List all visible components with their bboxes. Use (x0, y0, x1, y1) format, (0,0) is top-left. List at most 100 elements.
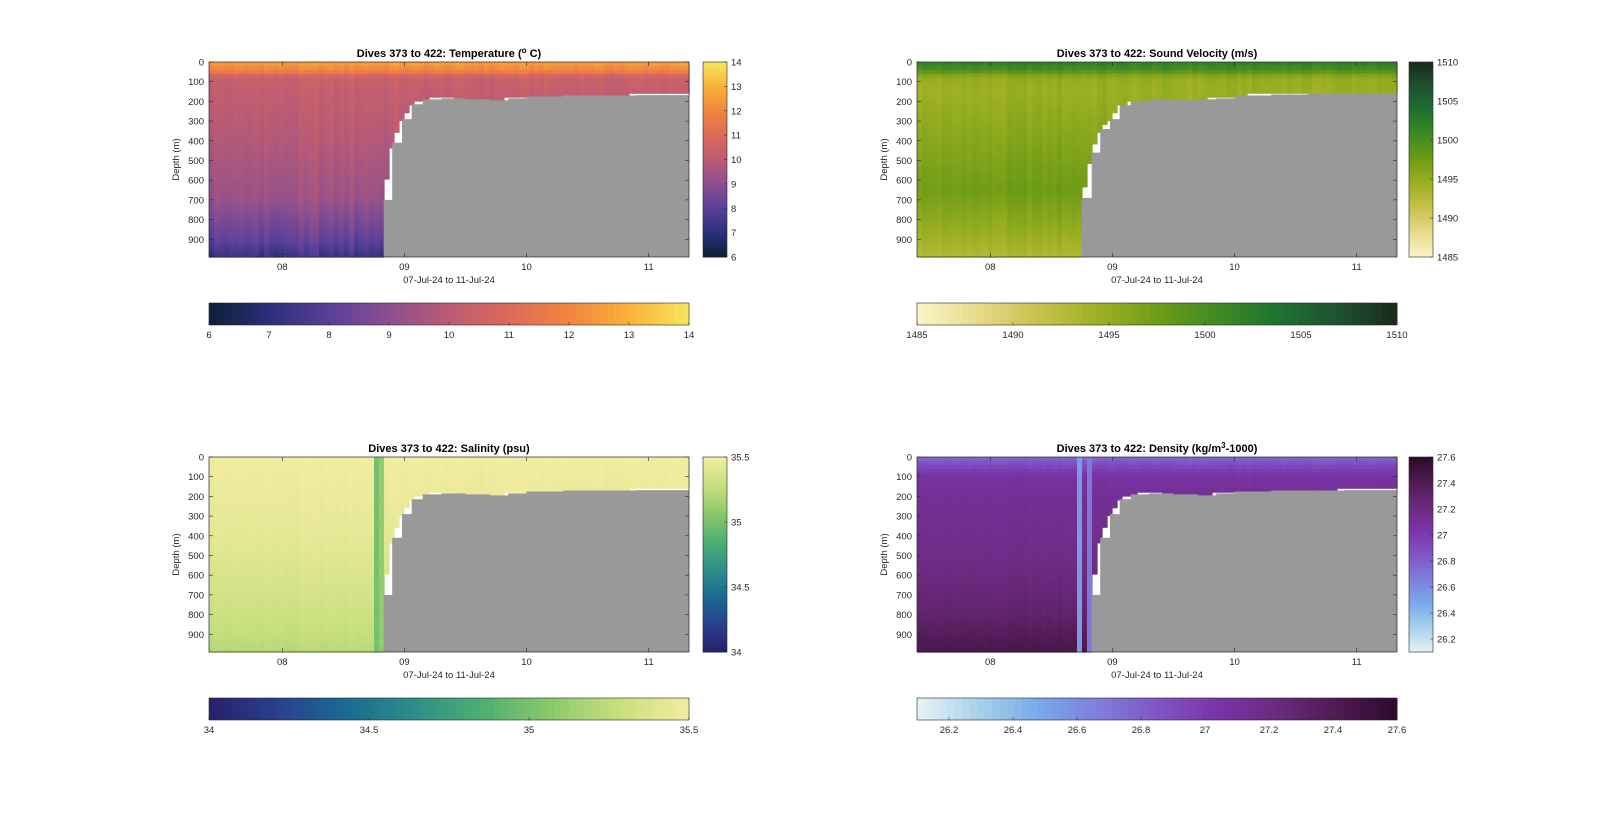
heatmap-cell (927, 198, 933, 203)
colorbar-tick-label: 8 (731, 204, 736, 215)
heatmap-cell (299, 163, 305, 168)
heatmap-cell (1147, 97, 1153, 102)
heatmap-cell (937, 229, 943, 235)
heatmap-cell (1027, 245, 1033, 250)
heatmap-cell (1162, 73, 1168, 79)
heatmap-cell (1227, 89, 1233, 94)
heatmap-cell (1277, 81, 1283, 86)
heatmap-cell (234, 245, 240, 250)
heatmap-cell (1067, 104, 1073, 110)
heatmap-cell (952, 221, 958, 227)
heatmap-cell (1012, 65, 1018, 71)
heatmap-cell (967, 225, 973, 231)
heatmap-cell (992, 112, 998, 118)
heatmap-cell (927, 171, 933, 176)
heatmap-cell (1087, 101, 1093, 106)
heatmap-cell (249, 237, 255, 242)
heatmap-cell (309, 202, 315, 207)
heatmap-cell (947, 190, 953, 196)
heatmap-cell (309, 97, 315, 102)
heatmap-cell (1012, 120, 1018, 125)
heatmap-cell (539, 77, 545, 83)
colorbar-segment (703, 229, 727, 234)
heatmap-cell (1002, 101, 1008, 106)
heatmap-cell (1007, 85, 1013, 90)
heatmap-cell (569, 93, 575, 98)
heatmap-cell (1012, 93, 1018, 98)
heatmap-cell (1352, 81, 1358, 86)
heatmap-cell (1292, 69, 1298, 75)
heatmap-cell (529, 69, 535, 75)
heatmap-cell (1067, 241, 1073, 246)
heatmap-cell (927, 186, 933, 192)
heatmap-cell (1057, 159, 1063, 164)
heatmap-cell (927, 93, 933, 98)
heatmap-cell (922, 198, 928, 203)
heatmap-cell (1062, 120, 1068, 125)
heatmap-cell (319, 218, 325, 223)
heatmap-cell (404, 81, 410, 86)
heatmap-cell (1017, 186, 1023, 192)
heatmap-cell (294, 245, 300, 250)
heatmap-cell (1042, 81, 1048, 86)
heatmap-cell (1092, 104, 1098, 110)
heatmap-cell (214, 101, 220, 106)
heatmap-cell (1192, 85, 1198, 90)
heatmap-cell (1082, 108, 1088, 114)
heatmap-cell (987, 218, 993, 223)
heatmap-cell (234, 167, 240, 172)
heatmap-cell (324, 62, 330, 67)
heatmap-cell (249, 97, 255, 102)
heatmap-cell (344, 151, 350, 157)
heatmap-cell (264, 124, 270, 129)
heatmap-cell (962, 245, 968, 250)
heatmap-cell (264, 151, 270, 157)
heatmap-cell (474, 93, 480, 98)
heatmap-cell (1042, 97, 1048, 102)
heatmap-cell (1007, 151, 1013, 157)
heatmap-cell (1312, 85, 1318, 90)
heatmap-cell (344, 249, 350, 254)
heatmap-cell (539, 85, 545, 90)
heatmap-cell (369, 120, 375, 125)
heatmap-cell (209, 116, 215, 122)
heatmap-cell (922, 116, 928, 122)
heatmap-cell (619, 73, 625, 79)
heatmap-cell (1037, 194, 1043, 200)
heatmap-cell (229, 194, 235, 200)
heatmap-cell (1357, 81, 1363, 86)
heatmap-cell (684, 81, 690, 86)
heatmap-cell (1247, 62, 1253, 67)
heatmap-cell (619, 85, 625, 90)
heatmap-cell (394, 120, 400, 125)
heatmap-cell (952, 241, 958, 246)
heatmap-cell (1117, 62, 1123, 67)
heatmap-cell (359, 245, 365, 250)
heatmap-cell (1067, 210, 1073, 215)
heatmap-cell (1242, 89, 1248, 94)
heatmap-cell (239, 167, 245, 172)
temperature-y-axis-label: Depth (m) (171, 138, 182, 180)
heatmap-cell (1062, 186, 1068, 192)
heatmap-cell (209, 101, 215, 106)
heatmap-cell (224, 198, 230, 203)
heatmap-cell (952, 77, 958, 83)
heatmap-cell (359, 202, 365, 207)
heatmap-cell (229, 89, 235, 94)
heatmap-cell (379, 179, 385, 184)
heatmap-cell (524, 69, 530, 75)
heatmap-cell (1052, 77, 1058, 83)
heatmap-cell (947, 116, 953, 122)
heatmap-cell (1002, 249, 1008, 254)
heatmap-cell (589, 77, 595, 83)
heatmap-cell (314, 97, 320, 102)
heatmap-cell (962, 77, 968, 83)
heatmap-cell (569, 85, 575, 90)
heatmap-cell (1027, 214, 1033, 219)
heatmap-cell (359, 101, 365, 106)
heatmap-cell (1332, 81, 1338, 86)
heatmap-cell (294, 65, 300, 71)
heatmap-cell (1097, 112, 1103, 118)
heatmap-cell (354, 221, 360, 227)
heatmap-cell (299, 62, 305, 67)
